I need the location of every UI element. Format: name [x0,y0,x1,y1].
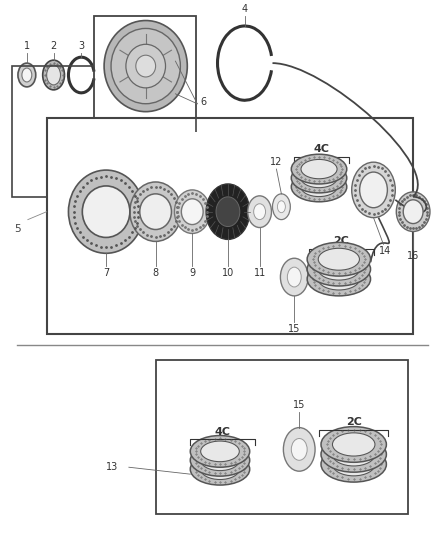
Ellipse shape [332,453,375,476]
Ellipse shape [104,21,187,111]
Ellipse shape [318,268,360,290]
Ellipse shape [130,182,181,241]
Ellipse shape [352,162,396,217]
Text: 15: 15 [293,400,305,410]
Ellipse shape [248,196,272,228]
Text: 3: 3 [78,41,85,51]
Text: 16: 16 [407,251,419,261]
Ellipse shape [301,168,337,188]
Ellipse shape [280,259,308,296]
Ellipse shape [301,177,337,197]
Ellipse shape [201,450,239,471]
Text: 2: 2 [50,41,57,51]
Ellipse shape [277,201,286,213]
Ellipse shape [82,186,130,237]
Ellipse shape [174,190,210,233]
Bar [94,15,196,118]
Ellipse shape [332,433,375,456]
Text: 4C: 4C [215,426,230,437]
Ellipse shape [206,184,250,239]
Ellipse shape [307,243,371,276]
Bar [155,360,408,514]
Ellipse shape [291,439,307,461]
Ellipse shape [22,68,32,82]
Ellipse shape [283,427,315,471]
Ellipse shape [318,248,360,270]
Ellipse shape [140,194,171,230]
Ellipse shape [68,170,144,253]
Ellipse shape [360,172,387,208]
Ellipse shape [321,437,386,472]
Ellipse shape [18,63,36,87]
Text: 4: 4 [242,4,248,14]
Ellipse shape [291,154,347,184]
Ellipse shape [126,44,166,88]
Ellipse shape [254,204,265,220]
Text: 2C: 2C [346,417,362,426]
Text: 7: 7 [103,268,109,278]
Text: 15: 15 [288,324,300,334]
Ellipse shape [111,28,180,104]
Ellipse shape [301,159,337,179]
Ellipse shape [403,200,423,223]
Text: 13: 13 [106,462,118,472]
Ellipse shape [318,258,360,280]
Text: 2C: 2C [333,236,349,246]
Ellipse shape [291,163,347,193]
Text: 1: 1 [24,41,30,51]
Ellipse shape [307,252,371,286]
Text: 5: 5 [14,223,21,233]
Ellipse shape [42,60,64,90]
Text: 9: 9 [189,268,195,278]
Ellipse shape [332,443,375,466]
Ellipse shape [190,435,250,467]
Ellipse shape [201,441,239,462]
Text: 11: 11 [254,268,266,278]
Text: 4C: 4C [314,144,329,154]
Ellipse shape [201,459,239,480]
Ellipse shape [216,197,240,227]
Text: 12: 12 [270,157,283,167]
Ellipse shape [47,65,60,85]
Ellipse shape [272,194,290,220]
Text: 14: 14 [379,246,392,256]
Ellipse shape [291,172,347,202]
Ellipse shape [190,454,250,485]
Ellipse shape [321,447,386,482]
Bar [47,118,413,334]
Ellipse shape [136,55,155,77]
Text: 6: 6 [200,97,206,107]
Ellipse shape [287,267,301,287]
Ellipse shape [321,426,386,462]
Text: 10: 10 [222,268,234,278]
Ellipse shape [307,262,371,296]
Ellipse shape [181,199,203,224]
Ellipse shape [190,445,250,476]
Text: 8: 8 [152,268,159,278]
Ellipse shape [396,192,430,231]
